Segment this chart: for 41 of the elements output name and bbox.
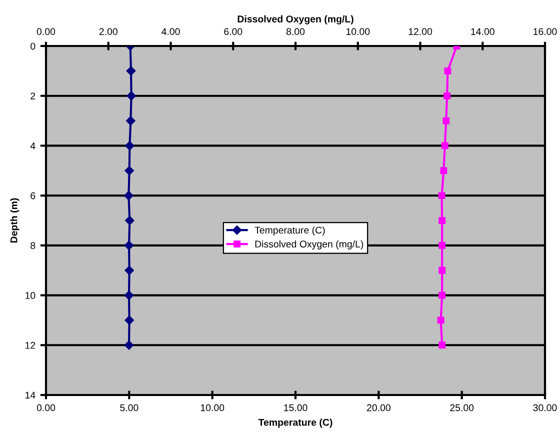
point: [125, 216, 134, 226]
x2-axis-title: Dissolved Oxygen (mg/L): [238, 15, 354, 24]
y-tick-label: 10: [26, 292, 36, 299]
x2-tick-label: 0.00: [36, 28, 56, 36]
x2-tick-label: 16.00: [534, 28, 557, 36]
point: [126, 91, 136, 100]
point: [126, 116, 136, 126]
y-tick-label: 14: [26, 392, 36, 399]
x2-tick-label: 12.00: [408, 28, 432, 36]
x2-tick-label: 4.00: [162, 28, 180, 36]
point: [124, 316, 134, 325]
x2-tick-label: 2.00: [99, 28, 118, 36]
x-tick-label: 30.00: [533, 404, 557, 412]
x-tick-label: 15.00: [284, 404, 308, 412]
x2-tick-label: 6.00: [224, 28, 242, 36]
point: [124, 190, 134, 200]
point: [124, 340, 134, 350]
point: [124, 290, 134, 300]
x2-tick-label: 8.00: [286, 28, 305, 36]
legend-label: Temperature (C): [254, 226, 325, 236]
x-axis-title: Temperature (C): [258, 418, 332, 428]
point: [124, 166, 134, 176]
point: [124, 240, 134, 250]
point: [124, 266, 134, 275]
x2-tick-label: 10.00: [346, 28, 370, 36]
x-tick-label: 10.00: [200, 404, 224, 412]
y-tick-label: 8: [30, 242, 36, 250]
y-tick-label: 12: [26, 342, 36, 349]
y-tick-label: 6: [30, 192, 36, 200]
y-tick-label: 4: [30, 142, 36, 150]
y-axis-title: Depth (m): [10, 198, 20, 243]
point: [126, 66, 136, 76]
x-tick-label: 5.00: [120, 404, 138, 412]
x-tick-label: 0.00: [36, 404, 56, 412]
x2-tick-label: 14.00: [471, 28, 494, 36]
x-tick-label: 20.00: [366, 404, 390, 412]
y-tick-label: 2: [30, 92, 36, 100]
point: [125, 141, 134, 150]
x-tick-label: 25.00: [450, 404, 474, 412]
y-tick-label: 0: [30, 42, 36, 50]
legend-label: Dissolved Oxygen (mg/L): [255, 240, 364, 250]
